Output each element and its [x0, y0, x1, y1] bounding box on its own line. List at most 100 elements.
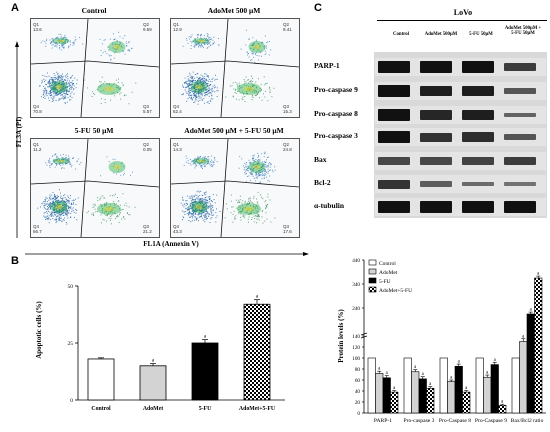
blot-band [420, 85, 452, 97]
category-label: AdoMet+5-FU [239, 406, 276, 412]
quadrant-label: Q1 [173, 22, 180, 27]
y-tick-label: 440 [352, 258, 360, 264]
blot-row-label: PARP-1 [314, 61, 340, 70]
panel-b-letter: B [11, 255, 19, 267]
quadrant-label: Q2 [143, 22, 150, 27]
legend-swatch [368, 259, 377, 266]
protein-bar [411, 371, 420, 414]
blot-band-row [375, 82, 546, 100]
quadrant-label: Q4 [173, 104, 180, 109]
y-tick-label: 240 [352, 306, 360, 312]
protein-chart: 0 20 40 60 80 100 120 140 240 340 440 a a a PARP-1 a a a P… [318, 250, 550, 427]
blot-band [504, 62, 536, 72]
flow-y-axis-arrow [15, 40, 19, 240]
y-tick-label: 340 [352, 282, 360, 288]
category-label: Control [91, 406, 111, 412]
flow-plot: Q1 14.3 Q2 24.8 Q3 17.6 Q4 43.3 [170, 138, 300, 238]
axis-break [360, 332, 368, 336]
cell-line-underline [377, 20, 547, 21]
y-tick-label: 80 [355, 367, 361, 373]
protein-bar [498, 405, 507, 414]
protein-bar [439, 357, 448, 414]
quadrant-label: Q1 [33, 22, 40, 27]
panel-a-letter: A [11, 2, 19, 14]
flow-plot: Q1 11.2 Q2 0.05 Q3 21.2 Q4 66.7 [30, 138, 160, 238]
blot-band [504, 134, 536, 140]
quadrant-label: Q1 [33, 142, 40, 147]
quadrant-label: 9.41 [283, 27, 292, 32]
y-tick-label: 140 [352, 334, 360, 340]
blot-band [378, 179, 410, 189]
blot-band [378, 201, 410, 213]
lane-label: 5-FU 50μM [469, 32, 493, 37]
quadrant-label: Q1 [173, 142, 180, 147]
blot-band [378, 109, 410, 121]
y-tick-label: 0 [357, 411, 360, 417]
protein-bar [403, 357, 412, 414]
quadrant-divider-vertical [80, 139, 89, 237]
significance-mark: a [429, 382, 432, 387]
category-label: Pro-Caspase 8 [439, 418, 471, 424]
quadrant-divider-horizontal [171, 180, 299, 188]
quadrant-label: 11.2 [33, 147, 42, 152]
category-label: Pro-Caspase 9 [475, 418, 507, 424]
blot-band [462, 61, 494, 73]
flow-plot-title: 5-FU 50 μM [74, 126, 114, 135]
quadrant-divider-vertical [80, 19, 89, 117]
significance-mark: a [522, 334, 525, 339]
apoptosis-bar [139, 365, 167, 401]
y-tick-label: 60 [355, 378, 361, 384]
quadrant-label: Q4 [33, 224, 40, 229]
y-tick-label: 0 [70, 398, 73, 404]
blot-band-row [375, 106, 546, 124]
significance-mark: a [393, 386, 396, 391]
blot-band [378, 85, 410, 97]
quadrant-divider-vertical [220, 19, 229, 117]
blot-row-label: Pro-caspase 3 [314, 131, 358, 140]
blot-band [504, 156, 536, 166]
protein-bar [483, 376, 492, 414]
y-tick-label: 120 [352, 345, 360, 351]
significance-mark: a [537, 272, 540, 277]
protein-bar [367, 357, 376, 414]
category-label: AdoMet [143, 406, 163, 412]
blot-band [378, 157, 410, 165]
significance-mark: a [465, 386, 468, 391]
quadrant-label: Q2 [283, 142, 290, 147]
quadrant-divider-vertical [220, 139, 229, 237]
quadrant-divider-horizontal [31, 180, 159, 188]
protein-bar [519, 341, 528, 414]
blot-band [462, 132, 494, 142]
significance-mark: a [494, 358, 497, 363]
blot-band [504, 201, 536, 213]
protein-bar [534, 277, 543, 414]
blot-band-row [375, 128, 546, 146]
significance-mark: a [422, 372, 425, 377]
blot-band [462, 157, 494, 165]
legend-label: 5-FU [379, 279, 391, 285]
quadrant-label: 12.9 [173, 27, 182, 32]
apoptosis-bar [243, 303, 271, 401]
y-tick-label: 100 [352, 356, 360, 362]
quadrant-label: Q2 [283, 22, 290, 27]
y-tick-label: 50 [68, 284, 74, 290]
protein-y-label: Protein levels (%) [337, 309, 345, 363]
quadrant-label: 5.57 [143, 109, 152, 114]
significance-mark: a [386, 371, 389, 376]
protein-bar [454, 365, 463, 414]
protein-bar [511, 357, 520, 414]
protein-bar [418, 378, 427, 414]
category-label: 5-FU [199, 406, 212, 412]
blot-row-label: Pro-caspase 9 [314, 85, 358, 94]
blot-band [462, 109, 494, 121]
lane-label: Control [393, 32, 409, 37]
blot-band [378, 61, 410, 73]
legend-label: Control [379, 261, 396, 267]
blot-row-label: Pro-caspase 8 [314, 109, 358, 118]
quadrant-label: 24.8 [283, 147, 292, 152]
blot-band [420, 201, 452, 213]
quadrant-divider-horizontal [31, 60, 159, 68]
quadrant-label: Q2 [143, 142, 150, 147]
legend-swatch [368, 277, 377, 284]
quadrant-label: Q4 [173, 224, 180, 229]
